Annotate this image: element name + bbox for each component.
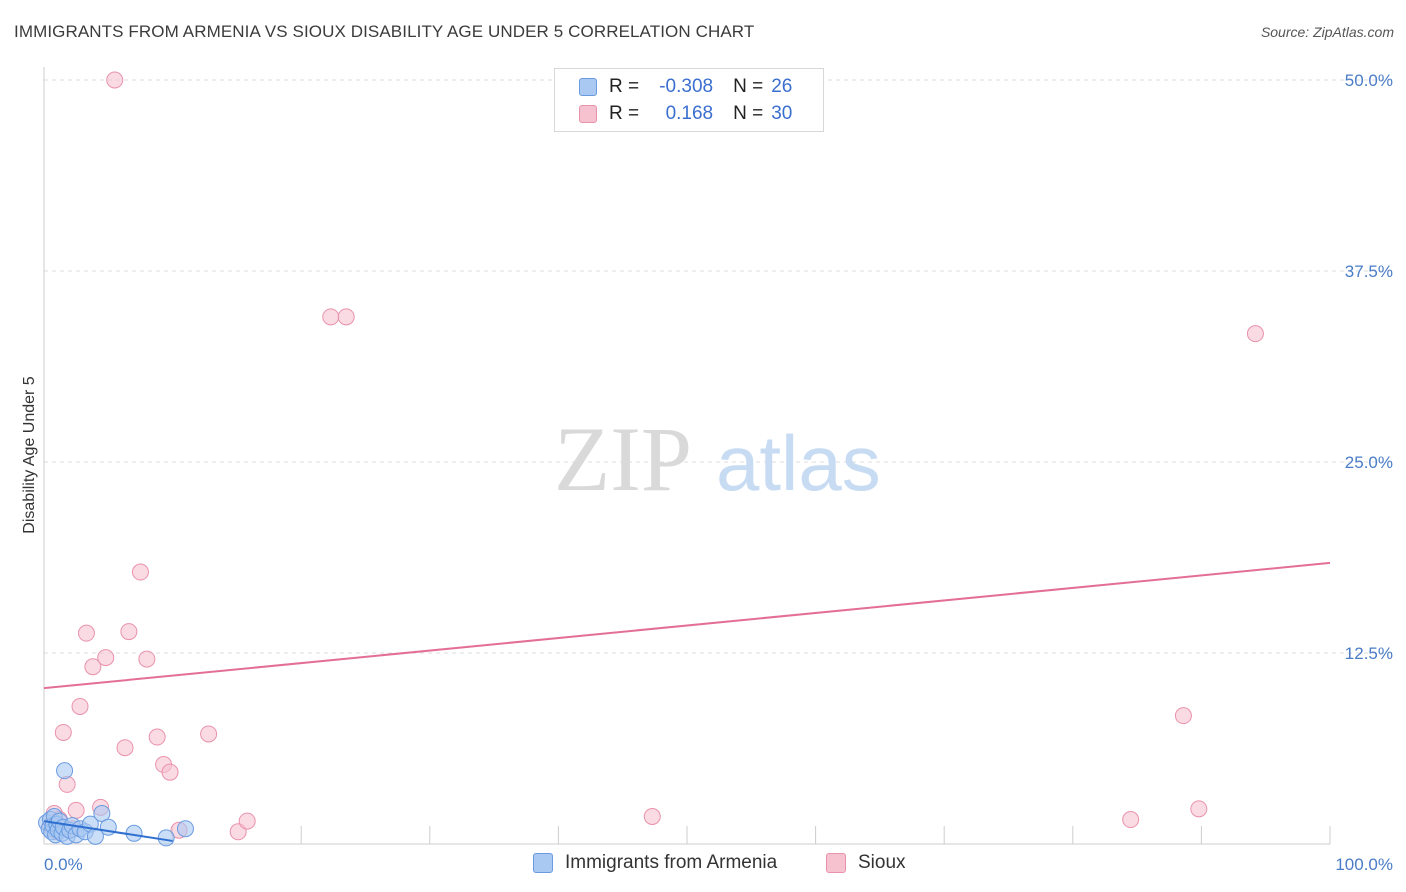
sioux-swatch [579, 105, 597, 123]
sioux-point [67, 801, 85, 819]
sioux-point [131, 563, 149, 581]
sioux-point [106, 71, 124, 89]
legend-item-sioux[interactable]: Sioux [826, 852, 906, 874]
y-axis-tick-labels: 12.5% 25.0% 37.5% 50.0% [1345, 71, 1393, 663]
n-value-sioux: 30 [771, 103, 793, 124]
armenia-point [56, 762, 74, 780]
y-tick-label: 25.0% [1345, 453, 1393, 472]
sioux-point [120, 623, 138, 641]
sioux-point [200, 725, 218, 743]
sioux-point [54, 723, 72, 741]
legend-row-sioux: R = 0.168 N = 30 [579, 102, 792, 126]
legend-item-armenia[interactable]: Immigrants from Armenia [533, 852, 777, 874]
trend-lines [43, 561, 1331, 842]
sioux-point [77, 624, 95, 642]
sioux-point [337, 308, 355, 326]
watermark-zip: ZIP [554, 408, 692, 510]
sioux-point [58, 775, 76, 793]
sioux-point [1190, 800, 1208, 818]
armenia-swatch [579, 78, 597, 96]
y-tick-label: 37.5% [1345, 262, 1393, 281]
sioux-point [161, 763, 179, 781]
legend-row-armenia: R = -0.308 N = 26 [579, 75, 792, 99]
source-label: Source: ZipAtlas.com [1260, 24, 1394, 40]
sioux-point [71, 697, 89, 715]
chart-title: IMMIGRANTS FROM ARMENIA VS SIOUX DISABIL… [14, 22, 755, 41]
x-tick-label-max: 100.0% [1335, 855, 1393, 874]
series-legend: Immigrants from Armenia Sioux [0, 852, 1406, 878]
grid-lines [44, 79, 1392, 654]
sioux-point [148, 728, 166, 746]
x-tick-label-min: 0.0% [44, 855, 83, 874]
r-label: R = [609, 76, 640, 97]
watermark: ZIP atlas [554, 408, 881, 510]
y-tick-label: 50.0% [1345, 71, 1393, 90]
armenia-legend-swatch [533, 853, 553, 873]
stats-legend: R = -0.308 N = 26 R = 0.168 N = 30 [554, 68, 824, 132]
sioux-point [1122, 811, 1140, 829]
sioux-point [643, 807, 661, 825]
sioux-trend-line [43, 561, 1331, 690]
sioux-point [238, 812, 256, 830]
armenia-point [176, 820, 194, 838]
sioux-point [84, 658, 102, 676]
n-value-armenia: 26 [771, 76, 793, 97]
watermark-atlas: atlas [716, 419, 881, 507]
sioux-legend-swatch [826, 853, 846, 873]
armenia-trend-line [43, 820, 173, 842]
r-value-sioux: 0.168 [665, 103, 714, 124]
y-tick-label: 12.5% [1345, 644, 1393, 663]
r-value-armenia: -0.308 [659, 76, 714, 97]
sioux-point [116, 739, 134, 757]
legend-label-armenia: Immigrants from Armenia [565, 852, 778, 873]
sioux-point [1246, 325, 1264, 343]
n-label: N = [733, 76, 764, 97]
r-label: R = [609, 103, 640, 124]
armenia-point [157, 829, 175, 847]
y-axis-title: Disability Age Under 5 [21, 376, 38, 534]
sioux-point [1174, 707, 1192, 725]
armenia-point [93, 804, 111, 822]
sioux-point [322, 308, 340, 326]
legend-label-sioux: Sioux [858, 852, 906, 873]
sioux-point [138, 650, 156, 668]
sioux-point [97, 649, 115, 667]
n-label: N = [733, 103, 764, 124]
